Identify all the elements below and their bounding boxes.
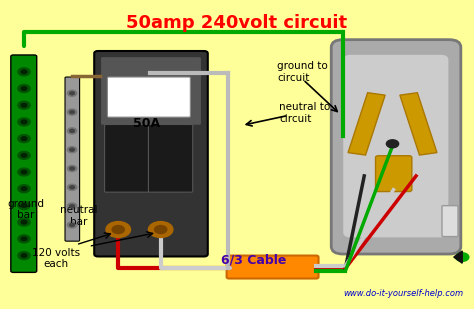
FancyBboxPatch shape xyxy=(331,40,461,254)
Circle shape xyxy=(21,187,27,191)
Circle shape xyxy=(21,104,27,107)
Circle shape xyxy=(21,120,27,124)
Circle shape xyxy=(18,252,30,260)
Circle shape xyxy=(21,220,27,224)
Circle shape xyxy=(18,135,30,143)
Text: 50amp 240volt circuit: 50amp 240volt circuit xyxy=(127,14,347,32)
FancyBboxPatch shape xyxy=(108,77,191,117)
Circle shape xyxy=(21,237,27,241)
Circle shape xyxy=(21,154,27,157)
Circle shape xyxy=(18,68,30,76)
Text: neutral
bar: neutral bar xyxy=(60,205,98,226)
Circle shape xyxy=(70,129,74,133)
Circle shape xyxy=(67,128,77,134)
Circle shape xyxy=(18,101,30,109)
Circle shape xyxy=(70,92,74,95)
Circle shape xyxy=(21,204,27,207)
Polygon shape xyxy=(348,93,385,155)
Polygon shape xyxy=(400,93,437,155)
Circle shape xyxy=(18,85,30,92)
Circle shape xyxy=(67,147,77,153)
FancyBboxPatch shape xyxy=(442,205,458,237)
Circle shape xyxy=(18,151,30,159)
Circle shape xyxy=(21,87,27,90)
Circle shape xyxy=(155,226,167,234)
Circle shape xyxy=(18,201,30,210)
Text: ground to
circuit: ground to circuit xyxy=(277,61,328,83)
Circle shape xyxy=(148,222,173,238)
Circle shape xyxy=(18,168,30,176)
FancyBboxPatch shape xyxy=(375,156,412,192)
Circle shape xyxy=(67,165,77,171)
Text: 6/3 Cable: 6/3 Cable xyxy=(221,254,286,267)
Text: neutral to
circuit: neutral to circuit xyxy=(279,102,331,124)
Text: 50A: 50A xyxy=(133,117,160,130)
Circle shape xyxy=(70,205,74,208)
Circle shape xyxy=(67,203,77,209)
Circle shape xyxy=(67,90,77,96)
Circle shape xyxy=(456,253,469,261)
Circle shape xyxy=(67,184,77,190)
Circle shape xyxy=(21,70,27,74)
Circle shape xyxy=(70,167,74,170)
Circle shape xyxy=(67,109,77,115)
FancyBboxPatch shape xyxy=(11,55,36,273)
FancyBboxPatch shape xyxy=(105,125,149,192)
Circle shape xyxy=(112,226,124,234)
Circle shape xyxy=(18,118,30,126)
Circle shape xyxy=(18,235,30,243)
FancyBboxPatch shape xyxy=(65,77,80,241)
FancyBboxPatch shape xyxy=(94,51,208,256)
Circle shape xyxy=(21,254,27,257)
Circle shape xyxy=(386,140,399,148)
Circle shape xyxy=(70,186,74,189)
Polygon shape xyxy=(454,251,462,263)
FancyBboxPatch shape xyxy=(148,125,193,192)
Circle shape xyxy=(106,222,130,238)
FancyBboxPatch shape xyxy=(343,54,449,238)
Circle shape xyxy=(21,170,27,174)
Circle shape xyxy=(70,223,74,226)
Text: www.do-it-yourself-help.com: www.do-it-yourself-help.com xyxy=(343,290,463,298)
Circle shape xyxy=(21,137,27,141)
Circle shape xyxy=(67,222,77,228)
Text: ground
bar: ground bar xyxy=(8,199,45,220)
Circle shape xyxy=(18,218,30,226)
FancyBboxPatch shape xyxy=(227,256,319,278)
FancyBboxPatch shape xyxy=(100,57,201,125)
Circle shape xyxy=(70,148,74,151)
Text: 120 volts
each: 120 volts each xyxy=(31,248,80,269)
Circle shape xyxy=(70,111,74,114)
Circle shape xyxy=(18,185,30,193)
